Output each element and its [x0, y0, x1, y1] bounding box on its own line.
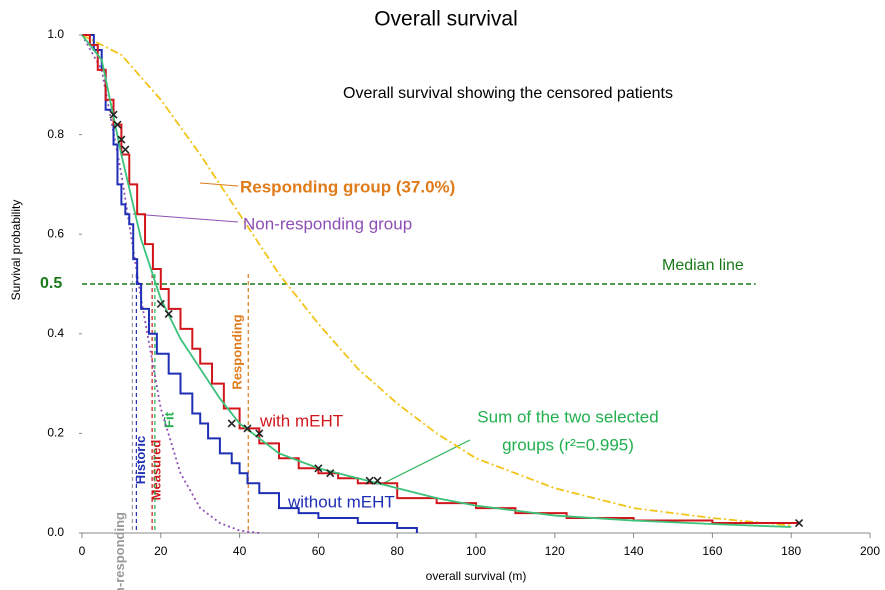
median-marker-label: Historic — [133, 436, 148, 484]
annotation-arrow — [132, 213, 239, 223]
censored-mark — [113, 120, 122, 129]
x-tick-label: 120 — [545, 544, 565, 558]
survival-curve — [81, 34, 792, 527]
censored-mark — [227, 419, 236, 428]
x-tick-label: 200 — [860, 544, 880, 558]
x-tick-label: 0 — [79, 544, 86, 558]
y-tick-label: 0.6 — [47, 226, 64, 240]
censored-mark — [314, 464, 323, 473]
survival-curve — [81, 34, 260, 534]
survival-curve — [82, 34, 800, 525]
series-label: Responding group (37.0%) — [240, 177, 455, 196]
x-axis-label: overall survival (m) — [426, 569, 527, 583]
x-tick-label: 60 — [312, 544, 326, 558]
median-value-label: 0.5 — [40, 275, 62, 292]
censored-mark — [795, 518, 804, 528]
x-tick-label: 20 — [154, 544, 168, 558]
annotation-arrow — [381, 439, 471, 485]
median-line-label: Median line — [662, 257, 744, 274]
censored-mark — [373, 476, 382, 485]
censored-mark — [121, 145, 130, 154]
series-label: Sum of the two selected — [477, 407, 658, 426]
y-tick-label: 0.4 — [47, 326, 64, 340]
annotation-arrow — [199, 182, 239, 187]
median-marker-label: Measured — [149, 440, 164, 501]
chart-subtitle: Overall survival showing the censored pa… — [343, 85, 673, 102]
x-tick-label: 100 — [466, 544, 486, 558]
censored-mark — [243, 424, 252, 433]
x-tick-label: 140 — [624, 544, 644, 558]
censored-mark — [164, 309, 173, 318]
chart-title: Overall survival — [374, 8, 518, 31]
x-tick-label: 80 — [391, 544, 405, 558]
survival-curve — [81, 34, 792, 528]
survival-curve — [82, 34, 418, 533]
y-tick-label: 0.8 — [47, 127, 64, 141]
x-tick-label: 160 — [702, 544, 722, 558]
series-label: with mEHT — [259, 411, 343, 430]
censored-mark — [255, 429, 264, 438]
series-label: groups (r²=0.995) — [502, 435, 634, 454]
median-marker-label: Responding — [230, 314, 245, 389]
y-tick-label: 1.0 — [47, 27, 64, 41]
series-label: without mEHT — [287, 492, 395, 511]
y-axis-label: Survival probability — [9, 200, 23, 301]
censored-mark — [365, 476, 374, 485]
series-label: Non-responding group — [243, 214, 412, 233]
y-tick-label: 0.0 — [47, 525, 64, 539]
censored-mark — [156, 299, 165, 308]
median-marker-label: Non-responding — [112, 512, 127, 590]
censored-mark — [117, 135, 126, 144]
x-tick-label: 180 — [781, 544, 801, 558]
censored-mark — [326, 469, 335, 478]
median-marker-label: Fit — [161, 411, 176, 428]
censored-mark — [109, 110, 118, 119]
y-tick-label: 0.2 — [47, 426, 64, 440]
x-tick-label: 40 — [233, 544, 247, 558]
